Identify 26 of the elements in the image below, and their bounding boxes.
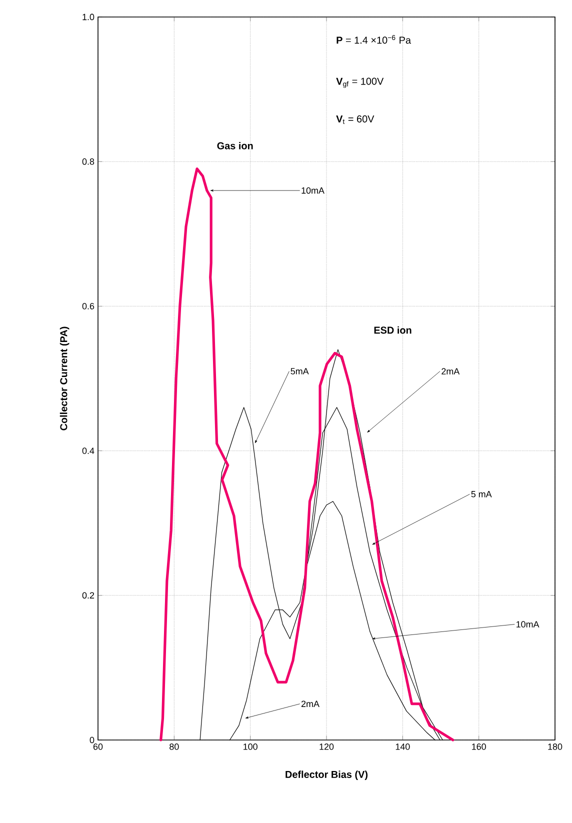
annotation: Gas ion: [217, 142, 253, 150]
annotation: ESD ion: [374, 326, 412, 334]
y-tick-label: 0.4: [82, 448, 94, 454]
annotation: 2mA: [442, 368, 460, 374]
annotation: P = 1.4 ×10$^{−6}$ Pa: [336, 35, 411, 44]
y-tick-label: 0.2: [82, 592, 94, 599]
annotation: 5 mA: [471, 491, 492, 498]
annotation: 5mA: [290, 368, 309, 374]
y-tick-label: 0.6: [82, 303, 94, 310]
annotation: V$_{gf}$ = 100V: [336, 78, 384, 88]
annotation: 10mA: [302, 187, 324, 194]
x-tick-label: 120: [320, 744, 334, 750]
annotation: 10mA: [516, 621, 540, 628]
y-tick-label: 0: [90, 736, 94, 744]
x-tick-label: 160: [472, 744, 486, 750]
x-tick-label: 140: [396, 744, 410, 750]
y-tick-label: 1.0: [82, 14, 94, 20]
annotation: 2mA: [301, 700, 320, 707]
annotation: V$_{t}$ = 60V: [336, 115, 374, 124]
x-tick-label: 80: [170, 744, 179, 750]
x-tick-label: 60: [93, 744, 103, 750]
x-tick-label: 180: [548, 744, 562, 750]
x-axis-title: Deflector Bias (V): [286, 770, 368, 780]
y-tick-label: 0.8: [82, 158, 94, 165]
y-axis-title: Collector Current (PA): [60, 326, 70, 430]
x-tick-label: 100: [244, 744, 258, 750]
